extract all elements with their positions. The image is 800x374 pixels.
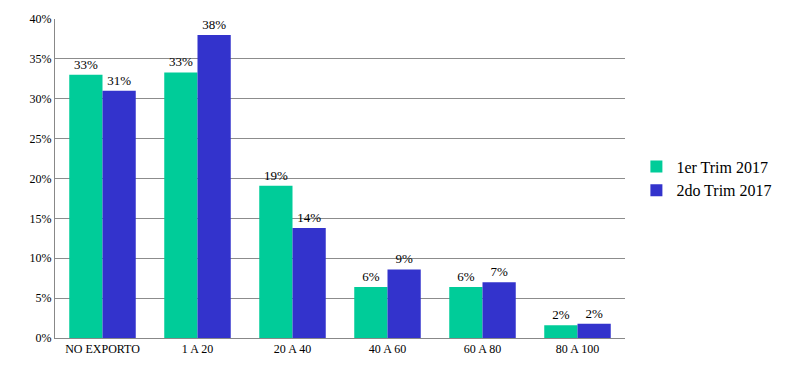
svg-text:20 A 40: 20 A 40: [274, 342, 311, 356]
svg-text:33%: 33%: [74, 57, 98, 72]
svg-text:14%: 14%: [297, 210, 321, 225]
svg-text:20%: 20%: [30, 172, 52, 186]
svg-text:2%: 2%: [552, 307, 570, 322]
svg-text:5%: 5%: [36, 291, 52, 305]
svg-text:80 A 100: 80 A 100: [556, 342, 599, 356]
svg-text:40 A 60: 40 A 60: [369, 342, 406, 356]
svg-text:40%: 40%: [30, 12, 52, 26]
svg-text:2%: 2%: [585, 306, 603, 321]
svg-text:19%: 19%: [264, 168, 288, 183]
svg-text:7%: 7%: [490, 264, 508, 279]
svg-text:NO EXPORTO: NO EXPORTO: [65, 342, 140, 356]
svg-text:33%: 33%: [169, 54, 193, 69]
svg-text:10%: 10%: [30, 251, 52, 265]
svg-text:6%: 6%: [362, 269, 380, 284]
svg-text:35%: 35%: [30, 52, 52, 66]
svg-text:25%: 25%: [30, 132, 52, 146]
svg-text:38%: 38%: [202, 17, 226, 32]
svg-text:1 A 20: 1 A 20: [182, 342, 213, 356]
svg-text:2do Trim 2017: 2do Trim 2017: [676, 182, 771, 199]
svg-text:60 A 80: 60 A 80: [464, 342, 501, 356]
svg-text:6%: 6%: [457, 269, 475, 284]
svg-text:31%: 31%: [107, 73, 131, 88]
svg-text:30%: 30%: [30, 92, 52, 106]
svg-text:1er Trim 2017: 1er Trim 2017: [676, 159, 768, 176]
svg-text:15%: 15%: [30, 212, 52, 226]
svg-text:0%: 0%: [36, 331, 52, 345]
svg-text:9%: 9%: [395, 251, 413, 266]
